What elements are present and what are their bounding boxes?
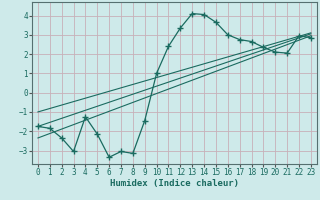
X-axis label: Humidex (Indice chaleur): Humidex (Indice chaleur)	[110, 179, 239, 188]
